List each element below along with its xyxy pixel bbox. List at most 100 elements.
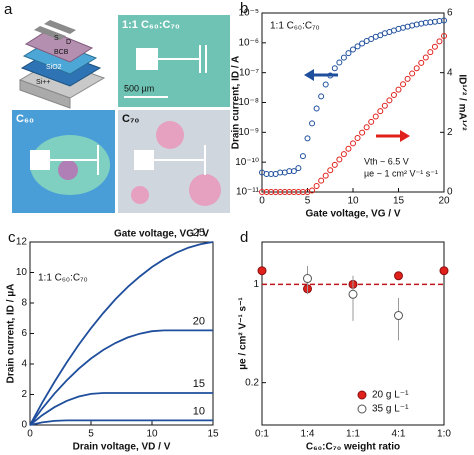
point bbox=[299, 153, 306, 160]
point bbox=[395, 86, 402, 93]
point bbox=[309, 187, 316, 194]
texture bbox=[156, 121, 184, 149]
point bbox=[354, 43, 361, 50]
texture bbox=[189, 174, 221, 206]
point bbox=[372, 113, 379, 120]
x-axis-label: Gate voltage, VG / V bbox=[305, 209, 400, 220]
x-tick-label: 10 bbox=[347, 196, 359, 207]
arrow-head bbox=[400, 130, 410, 142]
x-tick-label: 5 bbox=[305, 196, 311, 207]
point bbox=[304, 135, 311, 142]
panel-letter: c bbox=[8, 229, 16, 246]
panel-letter: b bbox=[240, 0, 248, 17]
curve-label: 20 bbox=[193, 315, 205, 327]
annotation: Vth ~ 6.5 V bbox=[364, 156, 409, 166]
panel-letter: a bbox=[4, 1, 13, 18]
point bbox=[400, 81, 407, 88]
chart-title: 1:1 C₆₀:C₇₀ bbox=[270, 21, 320, 32]
point bbox=[363, 124, 370, 131]
curve bbox=[29, 329, 213, 426]
annotation: µe ~ 1 cm² V⁻¹ s⁻¹ bbox=[364, 168, 438, 178]
image-label: C₇₀ bbox=[122, 113, 139, 125]
arrow-head bbox=[304, 69, 314, 81]
curve-label: 10 bbox=[193, 405, 205, 417]
layer-label: SiO2 bbox=[46, 64, 62, 71]
point bbox=[359, 129, 366, 136]
point bbox=[439, 266, 449, 276]
point bbox=[394, 311, 403, 321]
curve bbox=[29, 392, 213, 426]
y-axis-label: Drain current, ID / A bbox=[231, 56, 242, 150]
curve bbox=[29, 419, 213, 426]
y2-tick-label: 4 bbox=[447, 67, 453, 78]
x-tick-label: 0 bbox=[27, 429, 33, 440]
legend-marker bbox=[357, 390, 367, 400]
x-axis-label: C₆₀:C₇₀ weight ratio bbox=[306, 442, 400, 453]
plot-frame bbox=[261, 12, 445, 193]
y-axis-label: Drain current, ID / µA bbox=[6, 284, 17, 384]
image-label: C₆₀ bbox=[16, 113, 34, 125]
point bbox=[354, 135, 361, 142]
y-tick-label: 1 bbox=[253, 279, 259, 290]
point bbox=[368, 118, 375, 125]
layer-label: BCB bbox=[54, 49, 69, 56]
point bbox=[345, 50, 352, 57]
x-tick-label: 15 bbox=[207, 429, 219, 440]
point bbox=[418, 59, 425, 66]
point bbox=[303, 274, 312, 284]
y-tick-label: 0 bbox=[21, 420, 27, 431]
chart-title: 1:1 C₆₀:C₇₀ bbox=[38, 273, 88, 284]
plot-frame bbox=[29, 241, 214, 426]
y2-tick-label: 0 bbox=[447, 187, 453, 198]
layer-label: D bbox=[66, 39, 71, 46]
point bbox=[431, 43, 438, 50]
x-tick-label: 1:1 bbox=[346, 429, 360, 440]
electrode bbox=[34, 26, 66, 40]
point bbox=[436, 38, 443, 45]
point bbox=[386, 97, 393, 104]
point bbox=[350, 46, 356, 53]
point bbox=[331, 161, 338, 168]
legend-label: 35 g L⁻¹ bbox=[372, 404, 409, 415]
point bbox=[336, 156, 343, 163]
y-axis-label: µe / cm² V⁻¹ s⁻¹ bbox=[238, 297, 249, 370]
y-tick-label: 8 bbox=[21, 298, 27, 309]
y2-tick-label: 2 bbox=[447, 127, 453, 138]
point bbox=[441, 17, 447, 24]
y-tick-label: 10⁻⁹ bbox=[238, 127, 259, 138]
x-tick-label: 5 bbox=[88, 429, 94, 440]
point bbox=[331, 65, 338, 72]
y-tick-label: 10⁻¹⁰ bbox=[235, 157, 259, 168]
y-tick-label: 10⁻⁷ bbox=[239, 67, 259, 78]
point bbox=[322, 172, 329, 179]
layer-label: S bbox=[54, 35, 59, 42]
y-tick-label: 10 bbox=[16, 267, 28, 278]
x-tick-label: 20 bbox=[438, 196, 450, 207]
point bbox=[295, 165, 302, 172]
point bbox=[322, 81, 329, 88]
layer-label: Si++ bbox=[36, 79, 50, 86]
y2-tick-label: 6 bbox=[447, 8, 453, 19]
image-label: 1:1 C₆₀:C₇₀ bbox=[122, 19, 180, 31]
texture bbox=[58, 160, 78, 180]
point bbox=[257, 266, 267, 276]
point bbox=[350, 140, 356, 147]
panel-letter: d bbox=[240, 229, 248, 246]
y-tick-label: 10⁻⁶ bbox=[238, 37, 259, 48]
texture bbox=[131, 186, 149, 204]
point bbox=[313, 183, 320, 190]
legend-marker bbox=[357, 404, 367, 414]
point bbox=[368, 35, 375, 42]
x-tick-label: 0:1 bbox=[255, 429, 269, 440]
y-tick-label: 10⁻¹¹ bbox=[236, 187, 260, 198]
y-tick-label: 0.2 bbox=[245, 377, 259, 388]
y-tick-label: 10⁻⁸ bbox=[238, 97, 259, 108]
y2-axis-label: ID¹ᐟ² / mA¹ᐟ² bbox=[456, 74, 467, 131]
legend-title: Gate voltage, VG / V bbox=[114, 229, 209, 240]
y-tick-label: 10⁻⁵ bbox=[238, 8, 259, 19]
point bbox=[359, 40, 366, 47]
point bbox=[377, 108, 384, 115]
point bbox=[327, 167, 334, 174]
point bbox=[327, 72, 334, 79]
